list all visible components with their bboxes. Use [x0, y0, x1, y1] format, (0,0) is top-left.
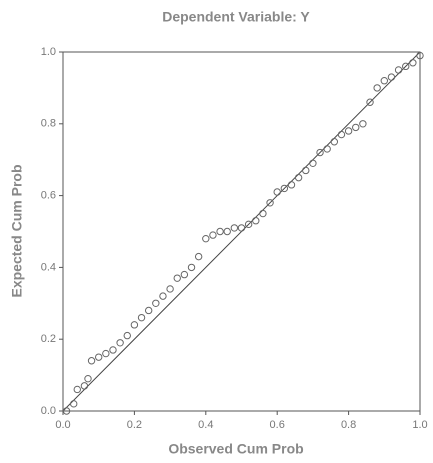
point [62, 407, 71, 415]
point [144, 306, 153, 315]
point [387, 73, 396, 81]
point [280, 184, 289, 193]
point [102, 349, 110, 358]
point [73, 385, 81, 394]
x-tick-label: 0.2 [127, 419, 142, 431]
y-tick-label: 1.0 [41, 46, 56, 58]
point [223, 227, 231, 236]
point [194, 252, 203, 261]
point [130, 321, 139, 329]
point [123, 331, 131, 340]
point [323, 145, 331, 153]
x-tick-label: 0.0 [55, 419, 70, 431]
point [230, 224, 239, 232]
point [259, 209, 267, 218]
point [116, 339, 124, 347]
point [380, 77, 388, 85]
point [109, 346, 117, 354]
point [95, 353, 103, 361]
point [359, 120, 367, 128]
point [316, 148, 324, 157]
point [294, 173, 303, 182]
point [302, 166, 310, 175]
point [273, 188, 281, 196]
y-tick-label: 0.6 [41, 190, 56, 202]
point [70, 400, 78, 408]
point [80, 382, 89, 390]
point [344, 127, 353, 135]
point [202, 234, 210, 243]
point [402, 62, 410, 71]
point [137, 313, 146, 322]
point [84, 374, 92, 383]
point [237, 224, 246, 232]
point [409, 59, 417, 67]
y-tick-label: 0.0 [41, 405, 56, 417]
x-axis-label: Observed Cum Prob [168, 441, 303, 457]
point [159, 292, 167, 300]
point [180, 270, 189, 279]
point [266, 199, 274, 207]
point [330, 138, 339, 146]
y-tick-label: 0.8 [41, 118, 56, 130]
x-tick-label: 0.4 [198, 419, 213, 431]
point [244, 220, 253, 229]
point [352, 123, 360, 132]
point [173, 274, 181, 282]
x-tick-label: 1.0 [412, 419, 427, 431]
x-tick-label: 0.6 [270, 419, 285, 431]
y-axis-label: Expected Cum Prob [9, 164, 25, 297]
point [287, 181, 296, 189]
point [394, 66, 403, 74]
point [309, 159, 317, 167]
y-tick-label: 0.2 [41, 333, 56, 345]
point [216, 227, 224, 236]
x-tick-label: 0.8 [341, 419, 356, 431]
plot-frame [62, 51, 421, 412]
point [87, 357, 96, 365]
point [166, 285, 174, 293]
point [252, 217, 260, 225]
point [366, 98, 374, 106]
point [152, 299, 160, 307]
point [337, 130, 346, 139]
point [187, 263, 196, 272]
y-tick-label: 0.4 [41, 261, 56, 273]
point [416, 51, 424, 60]
chart-title: Dependent Variable: Y [162, 9, 310, 25]
point [209, 231, 217, 239]
point [373, 84, 381, 92]
